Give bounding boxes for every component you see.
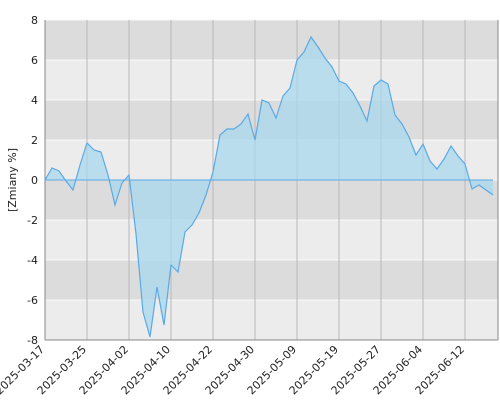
area-fill xyxy=(45,37,493,337)
background-band xyxy=(45,20,498,60)
y-tick-label: -6 xyxy=(27,294,38,307)
y-tick-label: -8 xyxy=(27,334,38,347)
line xyxy=(44,35,494,338)
y-tick-label: 6 xyxy=(31,54,38,67)
background-band xyxy=(45,260,498,300)
y-tick-label: 0 xyxy=(31,174,38,187)
y-axis-label: [Zmiany %] xyxy=(6,148,19,212)
y-tick-label: 2 xyxy=(31,134,38,147)
y-tick-label: 4 xyxy=(31,94,38,107)
background-band xyxy=(45,220,498,260)
y-tick-label: -4 xyxy=(27,254,38,267)
background-band xyxy=(45,60,498,100)
background-band xyxy=(45,300,498,340)
y-tick-label: -2 xyxy=(27,214,38,227)
y-tick-label: 8 xyxy=(31,14,38,27)
